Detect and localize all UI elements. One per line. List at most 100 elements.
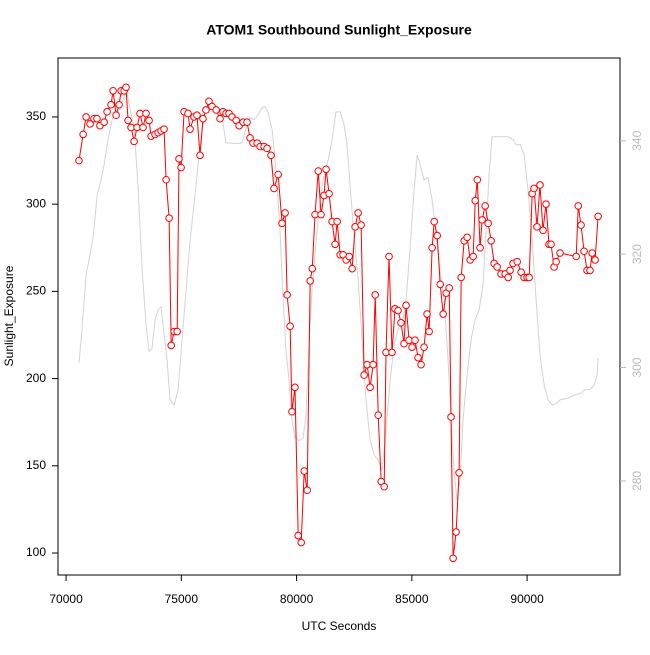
point (452, 528, 460, 536)
point (314, 167, 323, 175)
point (145, 116, 153, 125)
point (75, 156, 83, 165)
y2-tick-label: 320 (630, 244, 644, 264)
point (445, 284, 453, 292)
point (202, 106, 210, 114)
point (400, 339, 408, 348)
point (86, 120, 94, 128)
point (397, 318, 405, 327)
point (122, 83, 130, 92)
point (325, 189, 333, 198)
point (165, 214, 173, 222)
point (345, 252, 353, 261)
point (469, 252, 477, 261)
point (124, 116, 132, 125)
point (366, 383, 374, 392)
point (586, 266, 594, 275)
point (281, 209, 289, 217)
y2-tick-label: 300 (630, 357, 644, 377)
point (109, 86, 117, 95)
point (506, 266, 514, 275)
point (216, 114, 224, 123)
point (263, 144, 271, 153)
point (513, 257, 521, 266)
point (199, 114, 207, 123)
point (430, 217, 439, 226)
point (473, 175, 482, 184)
point (439, 310, 447, 318)
point (536, 181, 544, 189)
point (428, 243, 436, 252)
point (167, 341, 175, 350)
point (591, 256, 599, 264)
point (115, 100, 123, 109)
point (402, 301, 410, 310)
y-tick-label: 150 (26, 458, 46, 472)
point (317, 210, 325, 219)
point (449, 554, 457, 563)
point (547, 240, 555, 249)
point (186, 125, 194, 133)
point (288, 407, 296, 416)
point (455, 468, 463, 477)
point (333, 217, 341, 226)
point (525, 273, 533, 282)
point (212, 106, 220, 114)
point (493, 263, 501, 271)
point (484, 219, 492, 228)
point (411, 336, 419, 345)
x-tick-label: 80000 (280, 592, 314, 606)
point (107, 100, 115, 109)
point (481, 202, 489, 210)
point (471, 196, 480, 205)
point (286, 322, 294, 331)
point (556, 249, 564, 257)
point (130, 137, 138, 146)
series-line (78, 85, 599, 559)
y2-tick-label: 340 (630, 130, 644, 150)
point (463, 233, 471, 242)
point (360, 371, 368, 379)
point (530, 184, 538, 193)
series-line (78, 92, 599, 501)
point (100, 118, 108, 126)
point (267, 151, 275, 160)
x-tick-label: 75000 (165, 592, 199, 606)
point (476, 243, 484, 252)
point (82, 113, 90, 121)
point (103, 107, 111, 116)
x-axis-label: UTC Seconds (302, 619, 377, 633)
point (274, 170, 282, 179)
point (594, 212, 602, 221)
point (504, 273, 512, 282)
x-tick-label: 90000 (510, 592, 544, 606)
point (291, 383, 299, 392)
point (588, 249, 596, 257)
point (394, 306, 402, 315)
point (380, 482, 388, 491)
point (354, 209, 362, 217)
point (357, 221, 365, 229)
point (436, 280, 444, 289)
point (374, 411, 382, 420)
y2-tick-label: 280 (630, 471, 644, 491)
point (306, 277, 314, 285)
point (539, 226, 547, 235)
point (478, 216, 486, 224)
point (300, 467, 308, 475)
x-tick-label: 85000 (395, 592, 429, 606)
point (297, 538, 305, 547)
chart-title: ATOM1 Southbound Sunlight_Exposure (206, 22, 472, 38)
point (322, 165, 330, 174)
point (542, 200, 550, 208)
point (196, 151, 204, 160)
point (408, 343, 416, 351)
x-tick-label: 70000 (49, 592, 83, 606)
point (423, 310, 431, 318)
point (160, 125, 168, 133)
point (308, 264, 317, 273)
point (348, 264, 356, 273)
point (278, 219, 286, 228)
point (303, 486, 311, 495)
